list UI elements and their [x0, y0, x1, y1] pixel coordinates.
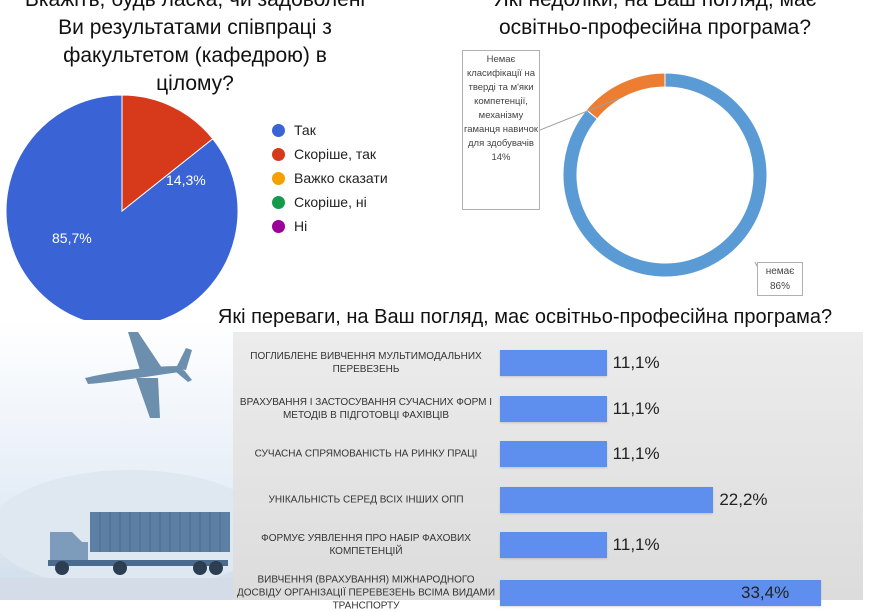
pie-chart-title: Вкажіть, будь ласка, чи задоволені Ви ре… — [0, 0, 390, 98]
legend-marker — [272, 147, 285, 161]
donut-callout-nemaie: немає 86% — [757, 262, 803, 296]
pie-chart: 85,7% 14,3% — [5, 95, 239, 325]
truck-icon — [48, 512, 230, 575]
pie-slice-tak — [5, 95, 239, 325]
bar-value-label: 11,1% — [612, 353, 660, 372]
bar-category-label: ПОГЛИБЛЕНЕ ВИВЧЕННЯ МУЛЬТИМОДАЛЬНИХ ПЕРЕ… — [250, 351, 482, 375]
legend-item-ni: Ні — [272, 214, 388, 238]
bar-category-label: ФОРМУЄ УЯВЛЕННЯ ПРО НАБІР ФАХОВИХ КОМПЕТ… — [261, 533, 471, 557]
legend-marker — [272, 123, 285, 137]
pie-legend: Так Скоріше, так Важко сказати Скоріше, … — [272, 118, 388, 238]
bar-value-label: 22,2% — [719, 489, 768, 509]
donut-chart — [540, 72, 768, 278]
bar-value-label: 33,4% — [741, 582, 790, 602]
donut-chart-title: Які недоліки, на Ваш погляд, має освітнь… — [440, 0, 870, 42]
bar-value-label: 11,1% — [612, 444, 660, 463]
donut-leader-line — [540, 97, 621, 131]
airplane-icon — [85, 332, 192, 418]
bar-category-label: ВИВЧЕННЯ (ВРАХУВАННЯ) МІЖНАРОДНОГО ДОСВІ… — [236, 574, 496, 611]
pie-title-line: Вкажіть, будь ласка, чи задоволені — [0, 0, 390, 14]
pie-title-line: Ви результатами співпраці з — [58, 16, 332, 39]
donut-title-line: освітньо-професійна програма? — [498, 16, 812, 39]
legend-label: Ні — [294, 218, 308, 234]
bar-category-label: ВРАХУВАННЯ І ЗАСТОСУВАННЯ СУЧАСНИХ ФОРМ … — [239, 396, 493, 421]
bar-value-label: 11,1% — [612, 398, 660, 418]
legend-item-tak: Так — [272, 118, 388, 142]
legend-label: Важко сказати — [294, 170, 388, 186]
legend-marker — [272, 195, 285, 209]
pie-slice-label-tak: 85,7% — [52, 230, 92, 246]
donut-title-line: Які недоліки, на Ваш погляд, має — [440, 0, 870, 14]
pie-title-line: цілому? — [156, 72, 234, 95]
legend-item-skorishe-ni: Скоріше, ні — [272, 190, 388, 214]
legend-label: Скоріше, ні — [294, 194, 367, 210]
legend-item-vazhko-skazaty: Важко сказати — [272, 166, 388, 190]
donut-callout-nedoliky: Немає класифікації на тверді та м'яки ко… — [462, 50, 540, 210]
pie-title-line: факультетом (кафедрою) в — [63, 44, 327, 67]
bar-rect — [500, 441, 607, 467]
bar-chart-title: Які переваги, на Ваш погляд, має освітнь… — [217, 306, 833, 328]
legend-marker — [272, 219, 285, 233]
bar-category-label: СУЧАСНА СПРЯМОВАНІСТЬ НА РИНКУ ПРАЦІ — [254, 448, 478, 460]
transport-illustration — [0, 320, 235, 600]
donut-slice-nemaie — [562, 72, 768, 278]
bar-rect — [500, 486, 714, 513]
legend-marker — [272, 171, 285, 185]
bar-rect — [500, 532, 607, 558]
legend-label: Скоріше, так — [294, 146, 377, 162]
pie-slice-label-skorishe-tak: 14,3% — [166, 172, 206, 188]
bar-rect — [500, 350, 607, 376]
bar-rect — [500, 395, 607, 422]
bar-value-label: 11,1% — [612, 535, 660, 554]
legend-label: Так — [294, 122, 316, 138]
pie-slice-skorishe-tak — [121, 95, 214, 213]
legend-item-skorishe-tak: Скоріше, так — [272, 142, 388, 166]
bar-category-label: УНІКАЛЬНІСТЬ СЕРЕД ВСІХ ІНШИХ ОПП — [268, 494, 464, 505]
